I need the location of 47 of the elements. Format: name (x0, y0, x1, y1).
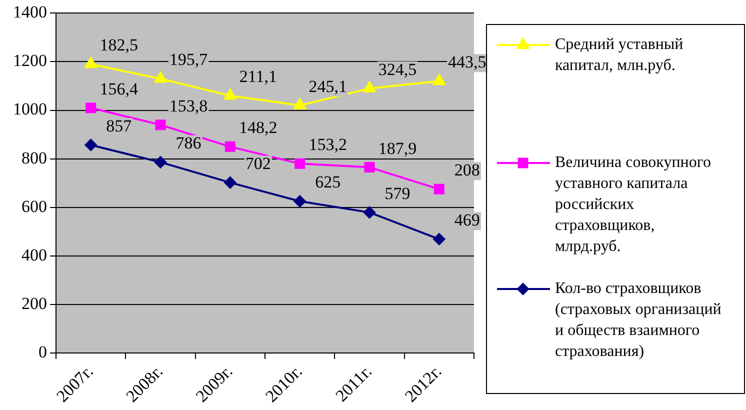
y-tick-label: 0 (38, 342, 47, 362)
y-tick-label: 200 (22, 294, 47, 313)
data-label: 786 (176, 134, 202, 153)
annotation: 148,2 (239, 118, 278, 138)
point (364, 162, 375, 173)
annotation: 208 (454, 160, 480, 180)
data-label: 625 (315, 172, 341, 192)
annotation: 211,1 (239, 67, 277, 86)
y-tick-label: 1000 (13, 100, 47, 119)
annotation: 324,5 (378, 60, 417, 79)
point (86, 102, 96, 114)
annotation: 187,9 (378, 138, 417, 158)
point (294, 195, 306, 208)
y-tick-label: 1400 (13, 2, 47, 22)
annotation: 245,1 (308, 76, 347, 96)
point (433, 233, 446, 246)
data-label: 702 (245, 154, 271, 174)
point (363, 81, 376, 92)
legend-label: Средний уставный капитал, млн.руб. (555, 36, 684, 74)
point (294, 158, 306, 169)
point (84, 57, 98, 68)
point (364, 206, 376, 218)
annotation: 153,8 (169, 96, 208, 116)
point (154, 72, 167, 83)
point (434, 184, 444, 194)
point (84, 138, 97, 151)
legend-label: Величина совокупного уставного капитала российских страховщиков, млрд.руб. (555, 154, 711, 256)
point (154, 156, 166, 168)
y-tick-label: 1200 (13, 51, 47, 70)
annotation: 195,7 (169, 50, 208, 70)
annotation: 443,5 (448, 52, 486, 72)
y-tick-label: 400 (22, 245, 47, 264)
point (224, 176, 236, 189)
point (224, 88, 236, 100)
annotation: 153,2 (308, 135, 347, 154)
legend-label: Кол-во страховщиков (страховых организаций и обществ взаимного страхования) (555, 280, 722, 360)
annotation: 156,4 (100, 79, 138, 98)
data-label: 857 (106, 116, 132, 136)
point (432, 74, 446, 86)
point (155, 120, 166, 130)
point (224, 141, 236, 152)
data-label: 469 (454, 210, 480, 230)
annotation: 182,5 (100, 36, 138, 55)
y-tick-label: 800 (22, 148, 47, 168)
data-label: 579 (384, 184, 410, 203)
point (294, 98, 306, 110)
y-tick-label: 600 (22, 196, 47, 216)
